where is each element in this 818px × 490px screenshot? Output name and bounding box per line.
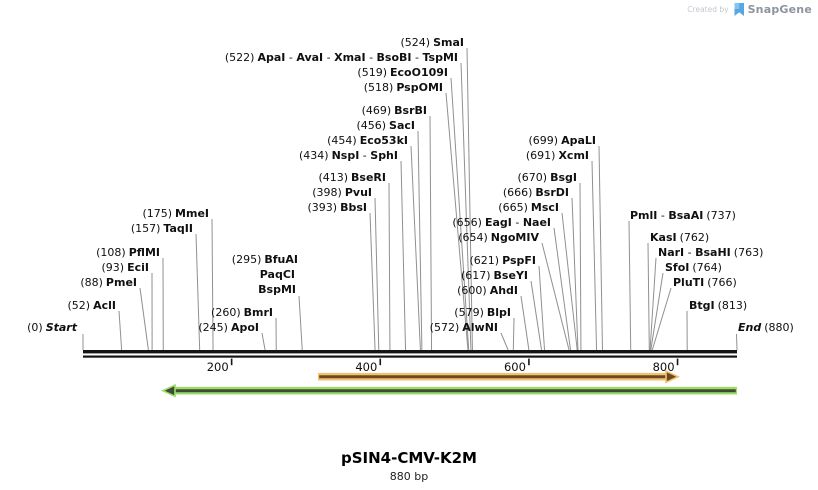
site-label-ecoo109i[interactable]: (519) EcoO109I: [357, 66, 448, 79]
site-label-eco53ki[interactable]: (454) Eco53kI: [327, 134, 408, 147]
leader-line-alwni: [500, 332, 509, 351]
map-length-label: 880 bp: [389, 470, 429, 483]
reverse-feature-arrow-head[interactable]: [161, 383, 176, 398]
ruler-tick-label: 400: [355, 359, 378, 374]
site-label-pspomi[interactable]: (518) PspOMI: [363, 81, 443, 94]
leader-line-msci: [561, 212, 578, 351]
site-label-saci[interactable]: (456) SacI: [356, 119, 415, 132]
leader-line-acli: [118, 310, 123, 351]
site-label-nari-bsahi[interactable]: NarI - BsaHI (763): [658, 246, 764, 259]
leader-line-nspi-sphi: [400, 160, 407, 351]
leader-line-smai: [466, 47, 473, 351]
site-label-paqci[interactable]: PaqCI: [259, 268, 295, 281]
leader-line-end: [736, 333, 738, 351]
ruler-tick-label: 600: [503, 359, 526, 374]
site-label-bbsi[interactable]: (393) BbsI: [307, 201, 368, 214]
backbone-line: [83, 350, 737, 354]
site-label-bsrbi[interactable]: (469) BsrBI: [361, 104, 427, 117]
leader-line-ngomiv: [541, 242, 570, 351]
leader-line-apoi: [261, 332, 266, 351]
site-label-mmei[interactable]: (175) MmeI: [142, 207, 209, 220]
site-label-nspi-sphi[interactable]: (434) NspI - SphI: [298, 149, 398, 162]
leader-line-mmei: [211, 218, 214, 351]
site-label-kasi[interactable]: KasI (762): [650, 231, 710, 244]
snapgene-logo-icon: [734, 3, 744, 16]
leader-line-sfoi: [650, 272, 664, 351]
ruler-tick-label: 200: [206, 359, 229, 374]
map-title: pSIN4-CMV-K2M: [340, 449, 477, 467]
site-label-pspfi[interactable]: (621) PspFI: [469, 254, 537, 267]
leader-line-bbsi: [369, 212, 376, 351]
leader-line-bsrbi: [429, 115, 433, 351]
site-label-smai[interactable]: (524) SmaI: [400, 36, 465, 49]
leader-line-nari-bsahi: [649, 257, 657, 351]
site-label-acli[interactable]: (52) AclI: [67, 299, 117, 312]
site-label-pvui[interactable]: (398) PvuI: [312, 186, 372, 199]
forward-feature-arrow-head[interactable]: [665, 369, 680, 384]
site-label-taqii[interactable]: (157) TaqII: [130, 222, 193, 235]
leader-line-pluti: [651, 287, 672, 351]
site-label-alwni[interactable]: (572) AlwNI: [429, 321, 498, 334]
site-label-bspmi[interactable]: BspMI: [258, 283, 296, 296]
leader-line-apali: [598, 145, 603, 351]
leader-line-bsrdi: [571, 197, 579, 351]
backbone-line-lower: [83, 355, 737, 358]
site-label-eagi-naei[interactable]: (656) EagI - NaeI: [452, 216, 551, 229]
snapgene-brand-text: SnapGene: [747, 3, 812, 16]
site-label-end[interactable]: End (880): [738, 321, 794, 334]
leader-line-ahdi: [520, 295, 530, 351]
site-label-bmri[interactable]: (260) BmrI: [211, 306, 273, 319]
leader-line-taqii: [195, 233, 201, 351]
site-label-btgi[interactable]: BtgI (813): [689, 299, 748, 312]
site-label-ecii[interactable]: (93) EciI: [101, 261, 150, 274]
site-label-bfuai[interactable]: (295) BfuAI: [231, 253, 298, 266]
leader-line-bsgi: [579, 182, 582, 351]
site-label-apoi[interactable]: (245) ApoI: [198, 321, 259, 334]
leader-line-eagi-naei: [553, 227, 572, 351]
site-label-start[interactable]: (0) Start: [27, 321, 77, 334]
site-label-ngomiv[interactable]: (654) NgoMIV: [458, 231, 539, 244]
site-label-pluti[interactable]: PluTI (766): [673, 276, 737, 289]
leader-line-kasi: [647, 242, 650, 351]
ruler-tick-label: 800: [652, 359, 675, 374]
site-label-pmei[interactable]: (88) PmeI: [80, 276, 137, 289]
created-by-text: Created by: [687, 5, 729, 14]
site-label-apai-avai-xmai-bsobi-tspmi[interactable]: (522) ApaI - AvaI - XmaI - BsoBI - TspMI: [224, 51, 458, 64]
leader-line-bspmi: [298, 295, 303, 351]
title-block: pSIN4-CMV-K2M 880 bp: [0, 449, 818, 483]
watermark: Created by SnapGene: [687, 3, 812, 16]
leader-line-pspomi: [445, 92, 469, 351]
site-label-ahdi[interactable]: (600) AhdI: [457, 284, 518, 297]
leader-line-ecoo109i: [450, 77, 470, 351]
leader-line-eco53ki: [410, 145, 421, 351]
site-label-bseri[interactable]: (413) BseRI: [318, 171, 386, 184]
site-label-xcmi[interactable]: (691) XcmI: [525, 149, 589, 162]
site-label-apali[interactable]: (699) ApaLI: [528, 134, 596, 147]
site-label-bsrdi[interactable]: (666) BsrDI: [502, 186, 569, 199]
leader-line-pmei: [139, 287, 149, 351]
leader-line-pspfi: [538, 265, 546, 351]
site-label-sfoi[interactable]: SfoI (764): [665, 261, 722, 274]
leader-line-bseyi: [530, 280, 543, 351]
leader-line-bseri: [388, 182, 391, 351]
site-label-pmli-bsaai[interactable]: PmlI - BsaAI (737): [630, 209, 736, 222]
leader-line-saci: [417, 130, 423, 351]
site-label-msci[interactable]: (665) MscI: [498, 201, 559, 214]
leader-line-pvui: [374, 197, 380, 351]
site-label-bseyi[interactable]: (617) BseYI: [460, 269, 528, 282]
leader-line-blpi: [512, 317, 515, 351]
leader-line-xcmi: [591, 160, 598, 351]
leader-line-apai-avai-xmai-bsobi-tspmi: [460, 62, 472, 351]
site-label-pflmi[interactable]: (108) PflMI: [96, 246, 160, 259]
site-label-bsgi[interactable]: (670) BsgI: [517, 171, 578, 184]
leader-line-pmli-bsaai: [628, 220, 632, 351]
site-label-blpi[interactable]: (579) BlpI: [454, 306, 511, 319]
